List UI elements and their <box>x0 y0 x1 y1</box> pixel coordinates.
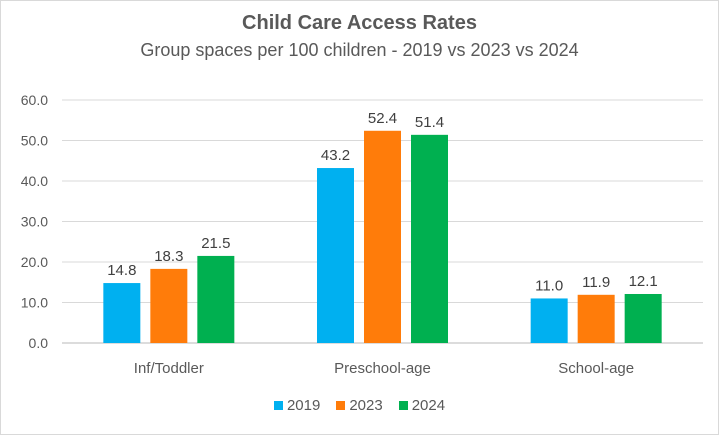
x-category-label: Inf/Toddler <box>134 360 204 377</box>
legend-label-2019: 2019 <box>286 397 321 414</box>
bar-2024-inf-toddler <box>197 255 235 343</box>
legend-item-2019: 2019 <box>273 397 321 414</box>
data-label: 14.8 <box>107 262 136 279</box>
data-label: 11.0 <box>535 277 563 294</box>
y-tick-label: 40.0 <box>21 173 48 189</box>
legend-swatch-2024 <box>398 401 408 410</box>
bar-2019-preschool-age <box>317 168 354 343</box>
data-label: 43.2 <box>321 147 350 164</box>
legend-label-2023: 2023 <box>349 397 383 414</box>
data-label: 12.1 <box>629 273 658 290</box>
legend-item-2024: 2024 <box>398 397 446 414</box>
y-tick-label: 20.0 <box>21 254 48 270</box>
legend-swatch-2023 <box>336 401 346 410</box>
legend-item-2023: 2023 <box>336 397 383 414</box>
bar-2023-preschool-age <box>364 130 401 343</box>
data-label: 51.4 <box>415 114 444 131</box>
data-label: 21.5 <box>201 235 230 252</box>
y-tick-label: 60.0 <box>21 92 48 108</box>
bar-2019-school-age <box>530 298 568 343</box>
bar-2023-inf-toddler <box>150 268 188 343</box>
y-tick-label: 50.0 <box>21 133 48 149</box>
y-tick-label: 30.0 <box>21 214 48 230</box>
bar-2019-inf-toddler <box>103 283 141 343</box>
bar-2024-school-age <box>624 293 662 343</box>
y-tick-label: 10.0 <box>21 295 48 311</box>
data-label: 18.3 <box>154 248 183 265</box>
legend-swatch-2019 <box>273 401 283 410</box>
data-label: 11.9 <box>582 274 610 291</box>
y-tick-label: 0.0 <box>29 335 49 351</box>
data-label: 52.4 <box>368 110 397 127</box>
chart-title: Child Care Access Rates <box>242 12 477 34</box>
bar-2024-preschool-age <box>411 134 448 343</box>
chart-subtitle: Group spaces per 100 children - 2019 vs … <box>140 40 579 60</box>
bar-2023-school-age <box>577 294 615 343</box>
legend-label-2024: 2024 <box>411 397 446 414</box>
x-category-label: Preschool-age <box>334 360 431 377</box>
legend: 2019 2023 2024 <box>0 397 719 414</box>
x-category-label: School-age <box>558 360 634 377</box>
